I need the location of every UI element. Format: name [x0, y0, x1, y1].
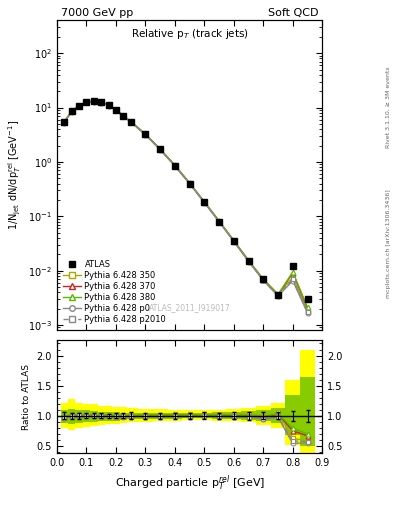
Text: Soft QCD: Soft QCD [268, 8, 318, 18]
Text: ATLAS_2011_I919017: ATLAS_2011_I919017 [149, 303, 231, 312]
Legend: ATLAS, Pythia 6.428 350, Pythia 6.428 370, Pythia 6.428 380, Pythia 6.428 p0, Py: ATLAS, Pythia 6.428 350, Pythia 6.428 37… [61, 259, 168, 326]
Text: Relative p$_T$ (track jets): Relative p$_T$ (track jets) [130, 27, 249, 40]
Text: Rivet 3.1.10, ≥ 3M events: Rivet 3.1.10, ≥ 3M events [386, 67, 391, 148]
Y-axis label: 1/N$_{\mathsf{jet}}$ dN/dp$_T^{\mathsf{rel}}$ [GeV$^{-1}$]: 1/N$_{\mathsf{jet}}$ dN/dp$_T^{\mathsf{r… [6, 120, 22, 230]
X-axis label: Charged particle p$_T^{rel}$ [GeV]: Charged particle p$_T^{rel}$ [GeV] [114, 474, 265, 493]
Text: mcplots.cern.ch [arXiv:1306.3436]: mcplots.cern.ch [arXiv:1306.3436] [386, 189, 391, 298]
Text: 7000 GeV pp: 7000 GeV pp [61, 8, 133, 18]
Y-axis label: Ratio to ATLAS: Ratio to ATLAS [22, 364, 31, 430]
